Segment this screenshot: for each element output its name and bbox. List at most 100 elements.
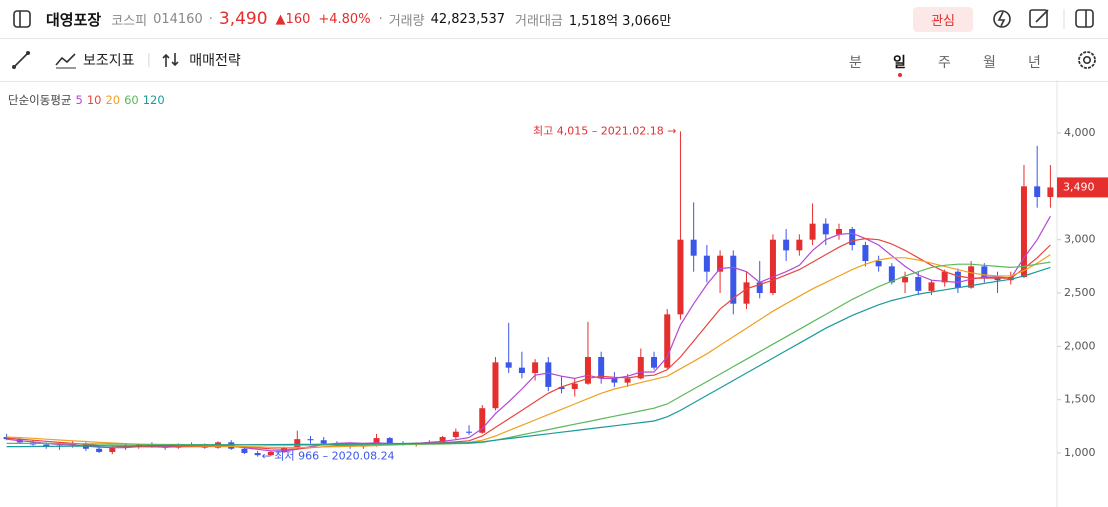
candle-body xyxy=(756,282,763,294)
candle-body xyxy=(954,271,961,288)
annotation: ← 최저 966 – 2020.08.24 xyxy=(262,450,395,463)
y-tick-label: 4,000 xyxy=(1064,126,1096,139)
candle-body xyxy=(505,362,512,368)
candle-body xyxy=(558,386,565,390)
candle-body xyxy=(888,266,895,283)
candle-body xyxy=(677,239,684,315)
candle-body xyxy=(717,255,724,272)
candle-body xyxy=(915,277,922,291)
candle-body xyxy=(796,239,803,251)
candle-body xyxy=(637,357,644,379)
sidebar-icon[interactable] xyxy=(12,9,32,29)
candle-body xyxy=(545,362,552,387)
last-price-label: 3,490 xyxy=(1063,180,1095,193)
moving-average-line xyxy=(6,215,1051,452)
y-tick-label: 2,500 xyxy=(1064,286,1096,299)
candle-body xyxy=(981,266,988,278)
watch-button[interactable]: 관심 xyxy=(913,7,973,32)
candle-body xyxy=(849,229,856,246)
candle-body xyxy=(703,255,710,272)
volume: 42,823,537 xyxy=(430,11,506,27)
candle-body xyxy=(902,277,909,283)
period-tab[interactable]: 주 xyxy=(938,55,951,71)
legend-entry: 5 xyxy=(75,93,83,107)
candle-body xyxy=(584,357,591,384)
candle-body xyxy=(1020,186,1027,278)
candle-body xyxy=(875,261,882,267)
candle-body xyxy=(294,439,301,448)
change: ▲160 xyxy=(275,11,311,27)
code: 014160 xyxy=(153,11,203,27)
candle-body xyxy=(241,448,248,454)
candle-body xyxy=(307,439,314,441)
candle-body xyxy=(968,266,975,288)
strategy-icon xyxy=(162,53,179,67)
candle-body xyxy=(532,362,539,374)
draw-icon[interactable] xyxy=(11,50,31,70)
divider: | xyxy=(146,52,152,68)
settings-icon[interactable] xyxy=(1076,49,1098,71)
legend-entry: 60 xyxy=(124,93,139,107)
y-tick-label: 1,000 xyxy=(1064,446,1096,459)
moving-average-line xyxy=(6,261,1051,446)
strategy-button[interactable]: 매매전략 xyxy=(189,53,241,69)
candle-body xyxy=(664,314,671,368)
candle-body xyxy=(835,229,842,235)
candle-body xyxy=(598,357,605,379)
candle-body xyxy=(96,448,103,452)
candle-body xyxy=(267,451,274,456)
candle-body xyxy=(1034,186,1041,198)
candle-body xyxy=(109,447,116,452)
candle-body xyxy=(479,408,486,433)
candle-body xyxy=(822,223,829,235)
moving-average-line xyxy=(6,237,1051,450)
candle-body xyxy=(809,223,816,240)
price: 3,490 xyxy=(218,9,268,29)
candle-body xyxy=(518,367,525,374)
candle-body xyxy=(928,282,935,291)
candle-body xyxy=(651,357,658,368)
legend-entry: 120 xyxy=(142,93,165,107)
candle-body xyxy=(941,271,948,283)
period-tab[interactable]: 월 xyxy=(983,55,996,71)
volume-label: 거래량 xyxy=(388,13,425,29)
candle-body xyxy=(466,431,473,433)
active-dot xyxy=(898,73,902,77)
moving-average-line xyxy=(6,254,1051,449)
amount: 1,518억 3,066만 xyxy=(568,13,672,29)
candle-body xyxy=(439,437,446,443)
indicator-icon xyxy=(55,53,76,69)
candle-body xyxy=(373,438,380,446)
candle-body xyxy=(743,282,750,304)
period-tab[interactable]: 일 xyxy=(893,55,906,71)
amount-label: 거래대금 xyxy=(515,13,563,29)
header: 대영포장 코스피 014160 · 3,490 ▲160 +4.80% · 거래… xyxy=(0,0,1108,39)
candle-body xyxy=(730,255,737,304)
candle-body xyxy=(492,362,499,409)
candle-body xyxy=(690,239,697,256)
header-icons xyxy=(993,9,1094,29)
candle-body xyxy=(386,438,393,444)
legend: 단순이동평균 5 10 20 60 120 xyxy=(8,92,165,108)
period-tab[interactable]: 분 xyxy=(849,55,862,71)
y-tick-label: 3,000 xyxy=(1064,233,1096,246)
legend-title: 단순이동평균 xyxy=(8,93,72,107)
last-price-tag xyxy=(1057,177,1108,198)
period-tab[interactable]: 년 xyxy=(1028,55,1041,71)
market: 코스피 xyxy=(111,13,148,29)
candle-body xyxy=(1047,187,1054,198)
toolbar: 보조지표 | 매매전략 분 일 주 월 년 xyxy=(0,39,1108,82)
candle-body xyxy=(783,239,790,251)
indicator-button[interactable]: 보조지표 xyxy=(83,53,135,69)
separator: · xyxy=(378,11,383,27)
candle-body xyxy=(769,239,776,294)
candle-body xyxy=(320,440,327,444)
annotation: 최고 4,015 – 2021.02.18 → xyxy=(533,124,676,137)
change-rate: +4.80% xyxy=(318,11,371,27)
separator: · xyxy=(208,11,213,27)
legend-entry: 10 xyxy=(86,93,102,107)
y-tick-label: 2,000 xyxy=(1064,339,1096,352)
candle-body xyxy=(862,245,869,262)
candle-body xyxy=(571,383,578,390)
